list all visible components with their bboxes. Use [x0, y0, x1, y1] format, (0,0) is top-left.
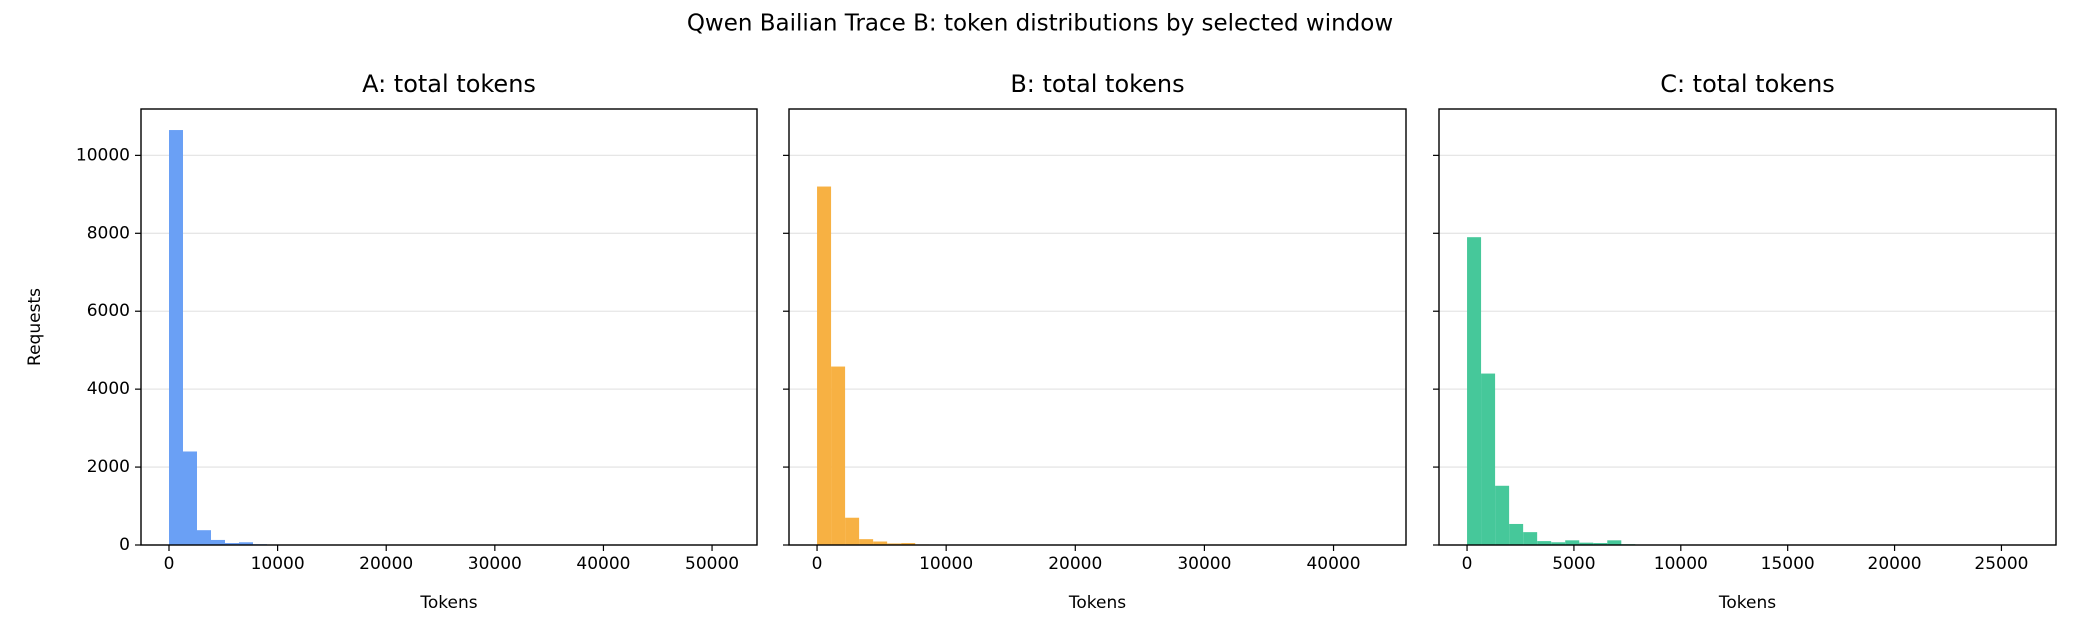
bar [1509, 523, 1524, 545]
x-tick-label: 5000 [1552, 554, 1595, 574]
x-axis-label: Tokens [419, 593, 477, 613]
axes-frame [140, 108, 758, 546]
x-tick-label: 0 [1462, 554, 1473, 574]
y-tick-label: 10000 [76, 145, 130, 165]
y-tick-label: 2000 [87, 457, 130, 477]
subplot-title: C: total tokens [1660, 70, 1835, 98]
x-axis-label: Tokens [1718, 593, 1776, 613]
bar [239, 542, 253, 545]
x-tick-label: 40000 [1306, 554, 1360, 574]
bar [817, 186, 832, 545]
bar [873, 541, 888, 545]
x-tick-label: 50000 [685, 554, 739, 574]
x-tick-label: 20000 [359, 554, 413, 574]
x-tick-label: 0 [812, 554, 823, 574]
bar [887, 543, 902, 545]
x-tick-label: 0 [164, 554, 175, 574]
bar [169, 130, 183, 545]
subplot-title: A: total tokens [362, 70, 536, 98]
y-axis-label: Requests [25, 288, 45, 366]
x-tick-label: 10000 [251, 554, 305, 574]
bar [831, 366, 846, 545]
bar [1523, 532, 1538, 545]
x-tick-label: 30000 [1177, 554, 1231, 574]
bar [1467, 237, 1482, 545]
x-tick-label: 20000 [1868, 554, 1922, 574]
bar [183, 451, 197, 545]
x-tick-label: 25000 [1974, 554, 2028, 574]
axes-frame [788, 108, 1407, 546]
axes-frame [1438, 108, 2057, 546]
bar [1579, 542, 1594, 545]
bar [1495, 485, 1510, 545]
bar [1607, 540, 1622, 545]
bar [211, 539, 225, 545]
bar [845, 517, 860, 545]
x-tick-label: 30000 [468, 554, 522, 574]
bar [901, 543, 916, 545]
y-tick-label: 4000 [87, 379, 130, 399]
x-tick-label: 20000 [1048, 554, 1102, 574]
y-tick-label: 6000 [87, 301, 130, 321]
bar [197, 530, 211, 545]
x-tick-label: 40000 [576, 554, 630, 574]
subplot-title: B: total tokens [1010, 70, 1184, 98]
bar [1593, 543, 1608, 545]
x-tick-label: 10000 [919, 554, 973, 574]
figure-title: Qwen Bailian Trace B: token distribution… [687, 11, 1393, 37]
bar [1537, 541, 1552, 545]
bar [1551, 542, 1566, 545]
x-tick-label: 10000 [1654, 554, 1708, 574]
bar [225, 543, 239, 545]
bar [859, 539, 874, 545]
y-tick-label: 8000 [87, 223, 130, 243]
y-tick-label: 0 [119, 535, 130, 555]
bar [1481, 373, 1496, 545]
bar [1565, 540, 1580, 545]
x-tick-label: 15000 [1761, 554, 1815, 574]
x-axis-label: Tokens [1068, 593, 1126, 613]
